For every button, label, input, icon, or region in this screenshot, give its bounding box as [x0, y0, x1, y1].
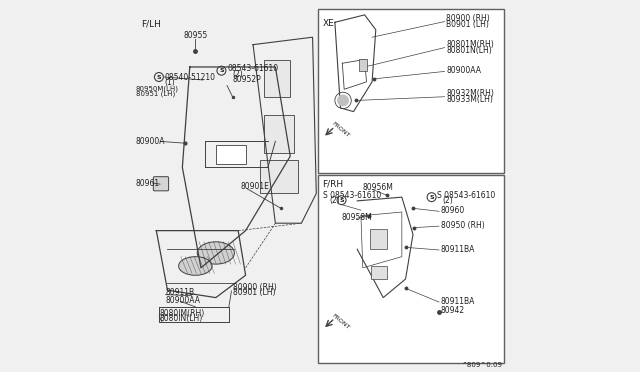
Text: FRONT: FRONT: [331, 313, 351, 331]
Text: 80801M(RH): 80801M(RH): [447, 40, 494, 49]
Text: S: S: [157, 74, 161, 80]
Text: (2): (2): [232, 70, 243, 79]
Text: F/RH: F/RH: [323, 179, 344, 188]
Text: 80958M: 80958M: [342, 213, 372, 222]
Text: 80901E: 80901E: [240, 182, 269, 191]
Bar: [359, 59, 367, 71]
Bar: [264, 115, 294, 153]
Text: 80900AA: 80900AA: [447, 66, 481, 75]
Text: B0901 (LH): B0901 (LH): [447, 20, 490, 29]
Bar: [371, 266, 387, 279]
Text: 80911BA: 80911BA: [441, 245, 476, 254]
Text: F/LH: F/LH: [141, 20, 161, 29]
Bar: [260, 160, 298, 193]
Text: (1): (1): [164, 78, 175, 87]
Ellipse shape: [179, 257, 212, 275]
Text: S: S: [339, 198, 344, 203]
Text: 80950M(LH): 80950M(LH): [136, 85, 179, 92]
Text: 80955: 80955: [183, 31, 207, 40]
Text: 80900A: 80900A: [136, 137, 165, 146]
Text: 80932M(RH): 80932M(RH): [447, 89, 494, 98]
Text: 80952P: 80952P: [232, 76, 261, 84]
Text: 80901 (LH): 80901 (LH): [232, 288, 275, 297]
Text: FRONT: FRONT: [331, 121, 351, 139]
Text: XE: XE: [323, 19, 334, 28]
Bar: [318, 175, 504, 363]
Text: 80933M(LH): 80933M(LH): [447, 95, 493, 104]
Text: (2): (2): [330, 196, 340, 205]
Bar: [318, 9, 504, 173]
Text: 80900 (RH): 80900 (RH): [232, 283, 276, 292]
Text: 80942: 80942: [441, 306, 465, 315]
Bar: [216, 145, 246, 164]
Text: S: S: [429, 195, 434, 200]
Text: S 08543-61610: S 08543-61610: [437, 191, 495, 200]
Text: 80951 (LH): 80951 (LH): [136, 90, 175, 97]
Text: 08543-61610: 08543-61610: [227, 64, 278, 73]
Text: 80950 (RH): 80950 (RH): [441, 221, 484, 230]
Text: 80911BA: 80911BA: [441, 297, 476, 306]
Text: (2): (2): [443, 196, 454, 205]
Text: S 08543-61610: S 08543-61610: [323, 191, 381, 200]
Text: ^809^0.09: ^809^0.09: [461, 362, 502, 368]
Text: 8080lN(LH): 8080lN(LH): [159, 314, 202, 323]
Bar: [264, 60, 291, 97]
FancyBboxPatch shape: [154, 177, 168, 191]
Text: 8080lM(RH): 8080lM(RH): [159, 309, 205, 318]
Bar: [370, 229, 387, 249]
Text: 80900AA: 80900AA: [166, 296, 200, 305]
Circle shape: [337, 94, 349, 106]
Ellipse shape: [197, 242, 234, 264]
Text: 80801N(LH): 80801N(LH): [447, 46, 492, 55]
Text: S: S: [219, 68, 224, 73]
Text: 80900 (RH): 80900 (RH): [447, 14, 490, 23]
Text: 08540-51210: 08540-51210: [164, 73, 216, 81]
Text: 80961: 80961: [136, 179, 160, 187]
Text: 80956M: 80956M: [363, 183, 394, 192]
Text: 80911B: 80911B: [166, 288, 195, 297]
Text: 80960: 80960: [441, 206, 465, 215]
